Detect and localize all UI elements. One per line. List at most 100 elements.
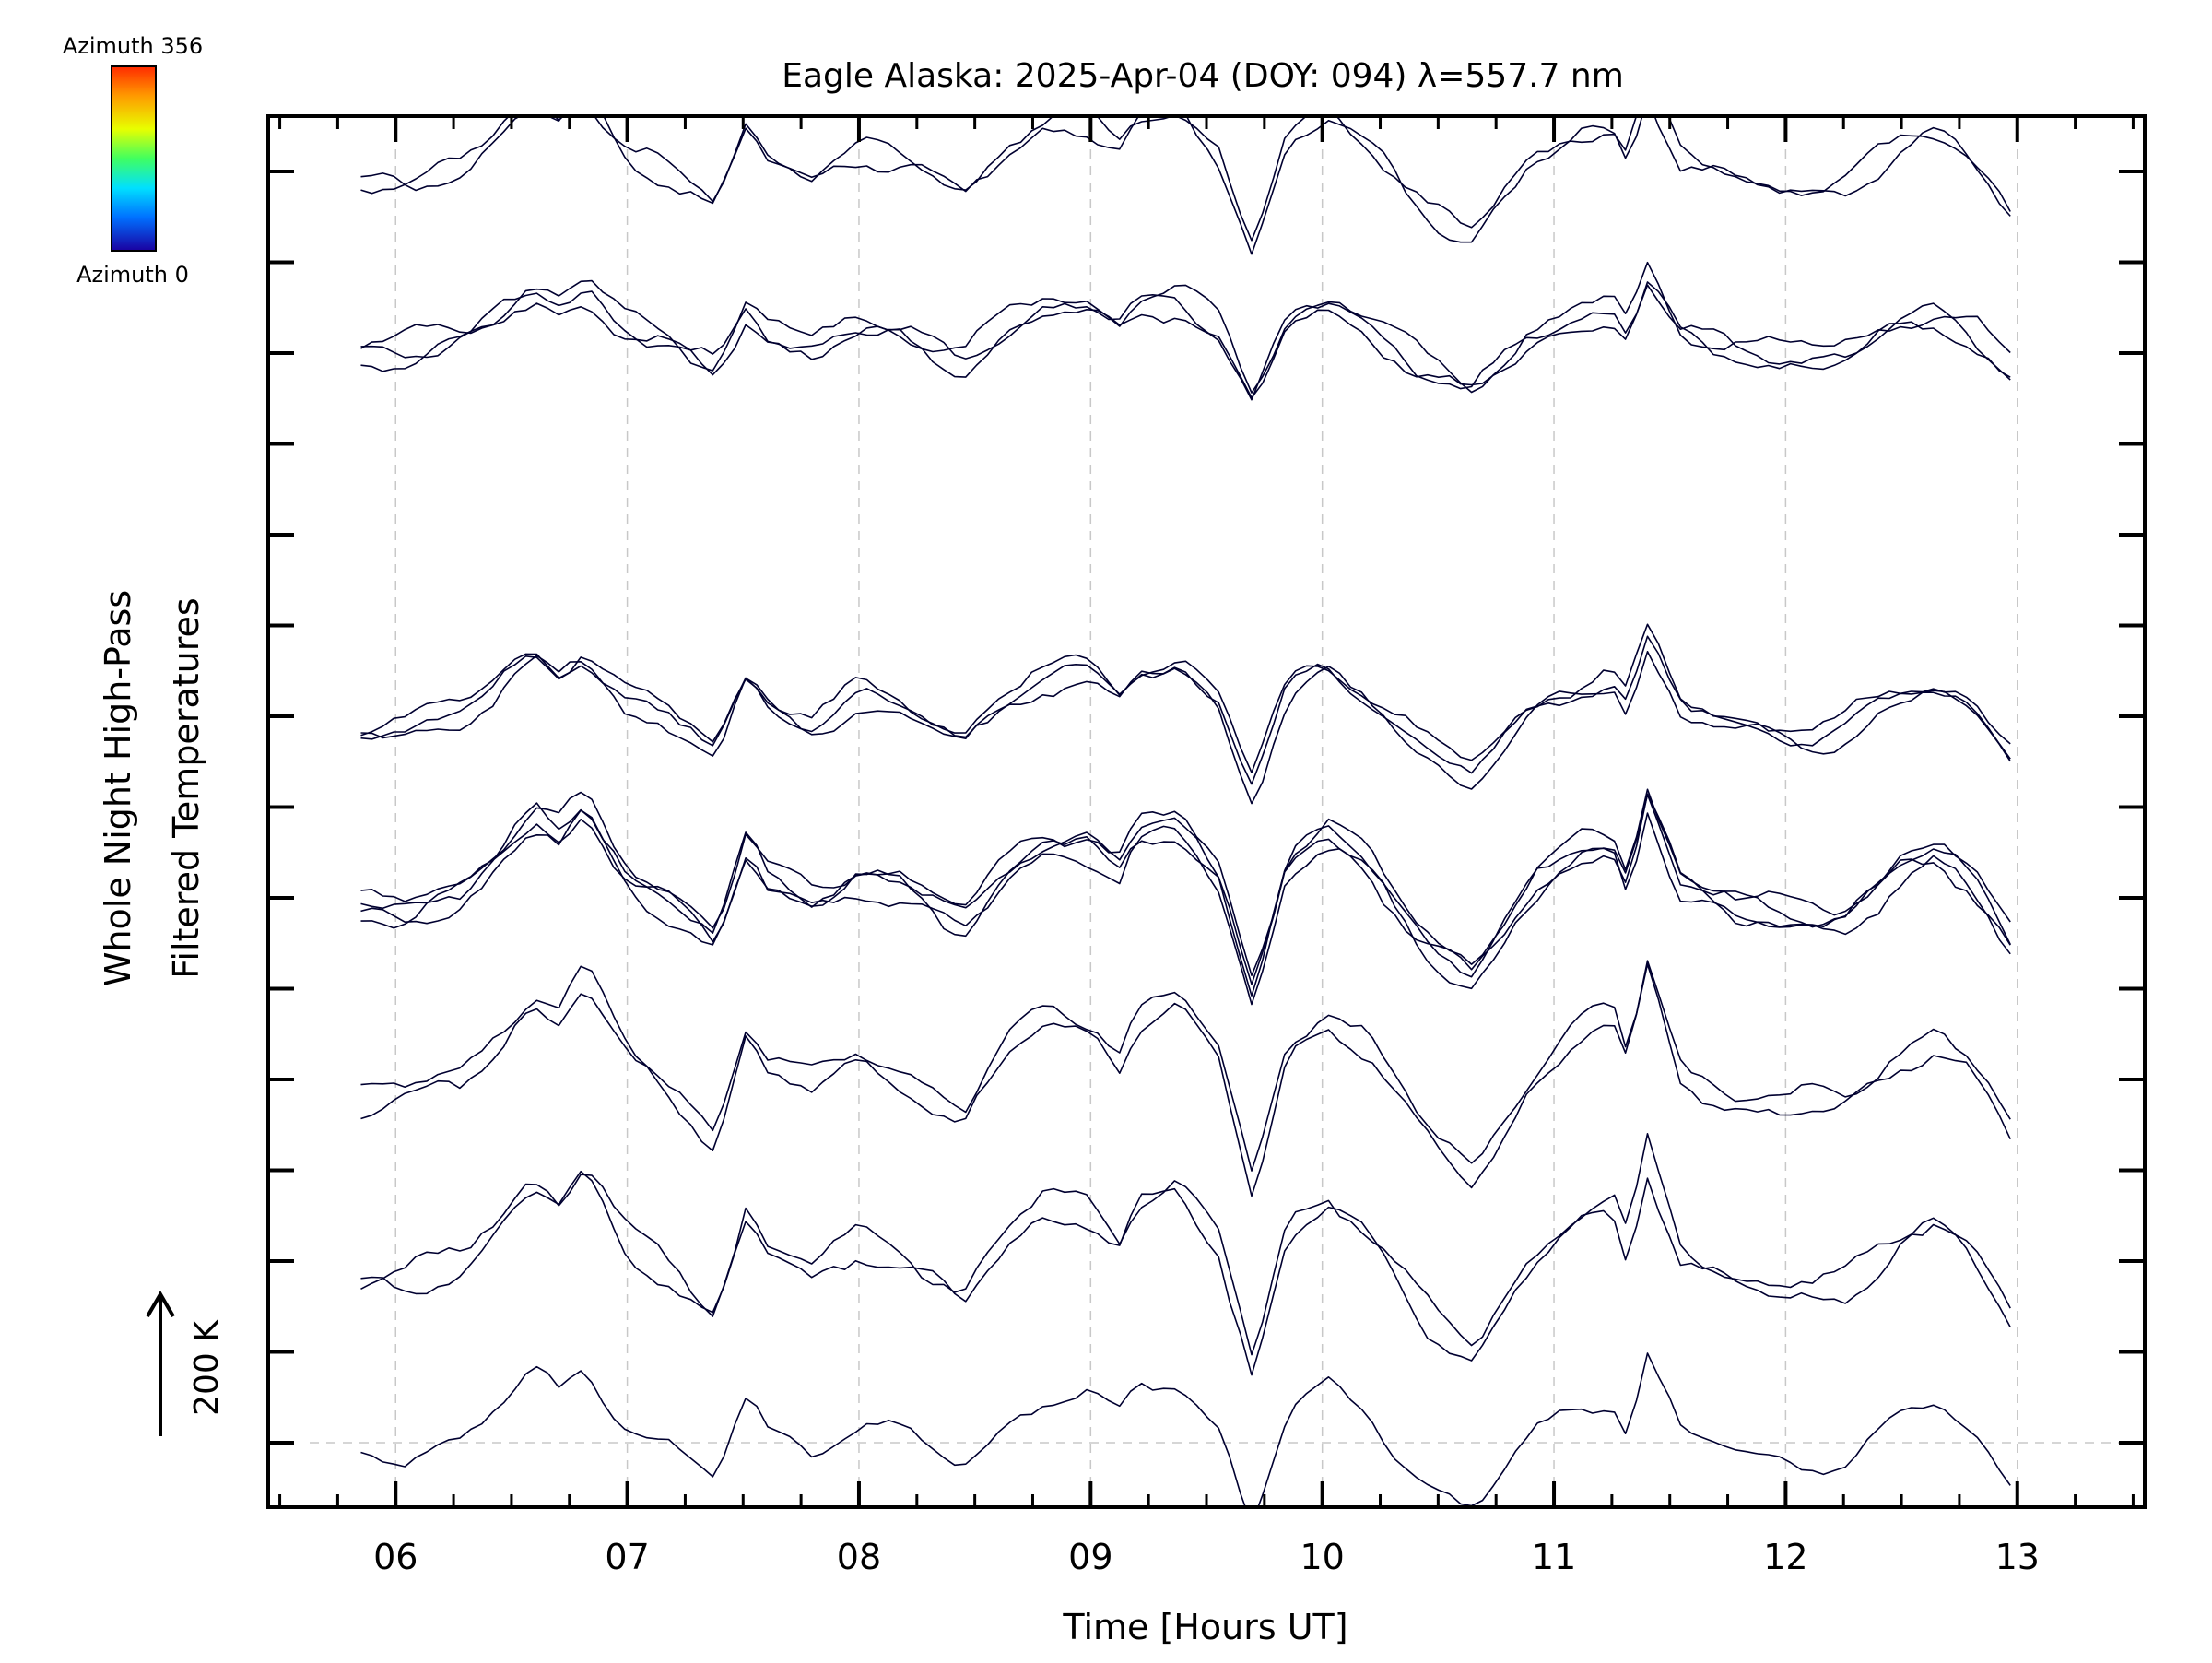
trace-line — [361, 819, 2011, 1009]
trace-line — [361, 659, 2011, 813]
trace-line — [361, 682, 2011, 843]
trace-line — [361, 714, 2011, 887]
trace-line — [361, 414, 2011, 521]
trace-line — [361, 115, 2011, 259]
trace-line — [361, 159, 2011, 300]
trace-line — [361, 630, 2011, 766]
trace-line — [361, 544, 2011, 650]
trace-line — [361, 839, 2011, 1037]
x-tick-label: 09 — [1068, 1537, 1112, 1577]
scale-bar: 200 K — [146, 1291, 226, 1436]
trace-line — [361, 561, 2011, 681]
trace-line — [361, 959, 2011, 1174]
trace-line — [361, 589, 2011, 719]
trace-line — [361, 1126, 2011, 1348]
trace-line — [361, 1093, 2011, 1314]
x-tick-label: 10 — [1300, 1537, 1344, 1577]
colorbar: Azimuth 356 Azimuth 0 — [63, 33, 203, 288]
trace-line — [361, 1206, 2011, 1398]
trace-line — [361, 951, 2011, 1171]
trace-line — [361, 926, 2011, 1137]
x-tick-label: 13 — [1995, 1537, 2040, 1577]
trace-line — [361, 449, 2011, 546]
trace-line — [361, 289, 2011, 399]
trace-line — [361, 1000, 2011, 1226]
trace-line — [361, 1347, 2011, 1504]
trace-line — [360, 116, 2011, 255]
trace-line — [361, 513, 2011, 641]
colorbar-bottom-label: Azimuth 0 — [76, 262, 189, 288]
trace-line — [360, 116, 2011, 242]
trace-line — [361, 503, 2011, 620]
chart-title: Eagle Alaska: 2025-Apr-04 (DOY: 094) λ=5… — [782, 57, 1624, 95]
trace-line — [361, 1338, 2011, 1510]
trace-line — [360, 281, 2011, 399]
trace-line — [361, 461, 2011, 584]
trace-line — [361, 1332, 2011, 1504]
trace-line — [361, 577, 2011, 702]
trace-line — [361, 98, 2011, 265]
trace-line — [361, 1019, 2011, 1240]
colorbar-gradient — [111, 65, 157, 252]
trace-line — [361, 879, 2011, 1100]
trace-line — [361, 499, 2011, 617]
trace-line — [361, 673, 2011, 817]
trace-layer — [360, 98, 2011, 1510]
trace-line — [361, 537, 2011, 664]
x-tick-label: 08 — [837, 1537, 881, 1577]
trace-line — [361, 316, 2011, 429]
trace-line — [361, 489, 2011, 604]
trace-line — [361, 518, 2011, 625]
trace-line — [361, 1134, 2011, 1347]
x-tick-label: 12 — [1763, 1537, 1807, 1577]
trace-line — [361, 1032, 2011, 1265]
trace-line — [361, 237, 2011, 364]
trace-line — [361, 1060, 2011, 1285]
trace-line — [361, 335, 2011, 457]
trace-line — [361, 1287, 2011, 1467]
trace-line — [361, 241, 2011, 378]
grid-lines — [310, 116, 2145, 1507]
y-axis-label-line2: Filtered Temperatures — [166, 597, 206, 978]
trace-line — [361, 1303, 2011, 1477]
trace-line — [360, 1133, 2011, 1356]
trace-line — [360, 794, 2011, 997]
trace-line — [361, 733, 2011, 899]
trace-line — [361, 571, 2011, 701]
scale-label: 200 K — [188, 1319, 226, 1416]
trace-line — [361, 124, 2011, 277]
trace-line — [360, 963, 2011, 1197]
trace-line — [361, 865, 2011, 1084]
trace-line — [361, 1303, 2011, 1491]
trace-line — [360, 793, 2011, 985]
trace-line — [361, 414, 2011, 514]
trace-line — [361, 186, 2011, 324]
trace-line — [360, 635, 2011, 785]
trace-line — [361, 535, 2011, 659]
trace-line — [361, 1072, 2011, 1289]
y-axis-label-line1: Whole Night High-Pass — [98, 590, 138, 986]
trace-line — [361, 454, 2011, 570]
trace-line — [361, 1249, 2011, 1443]
trace-line — [361, 313, 2011, 428]
trace-line — [361, 879, 2011, 1081]
trace-line — [361, 920, 2011, 1131]
trace-line — [361, 326, 2011, 447]
trace-line — [361, 132, 2011, 273]
trace-line — [361, 990, 2011, 1221]
trace-line — [361, 347, 2011, 463]
trace-line — [361, 973, 2011, 1206]
trace-line — [361, 302, 2011, 420]
trace-line — [361, 466, 2011, 566]
trace-line — [361, 1226, 2011, 1428]
trace-line — [361, 1169, 2011, 1382]
trace-line — [361, 734, 2011, 897]
trace-line — [361, 371, 2011, 482]
trace-line — [361, 623, 2011, 766]
trace-line — [361, 912, 2011, 1125]
trace-line — [361, 1121, 2011, 1342]
trace-line — [361, 346, 2011, 464]
trace-line — [361, 1040, 2011, 1265]
trace-line — [361, 377, 2011, 493]
trace-line — [361, 181, 2011, 325]
